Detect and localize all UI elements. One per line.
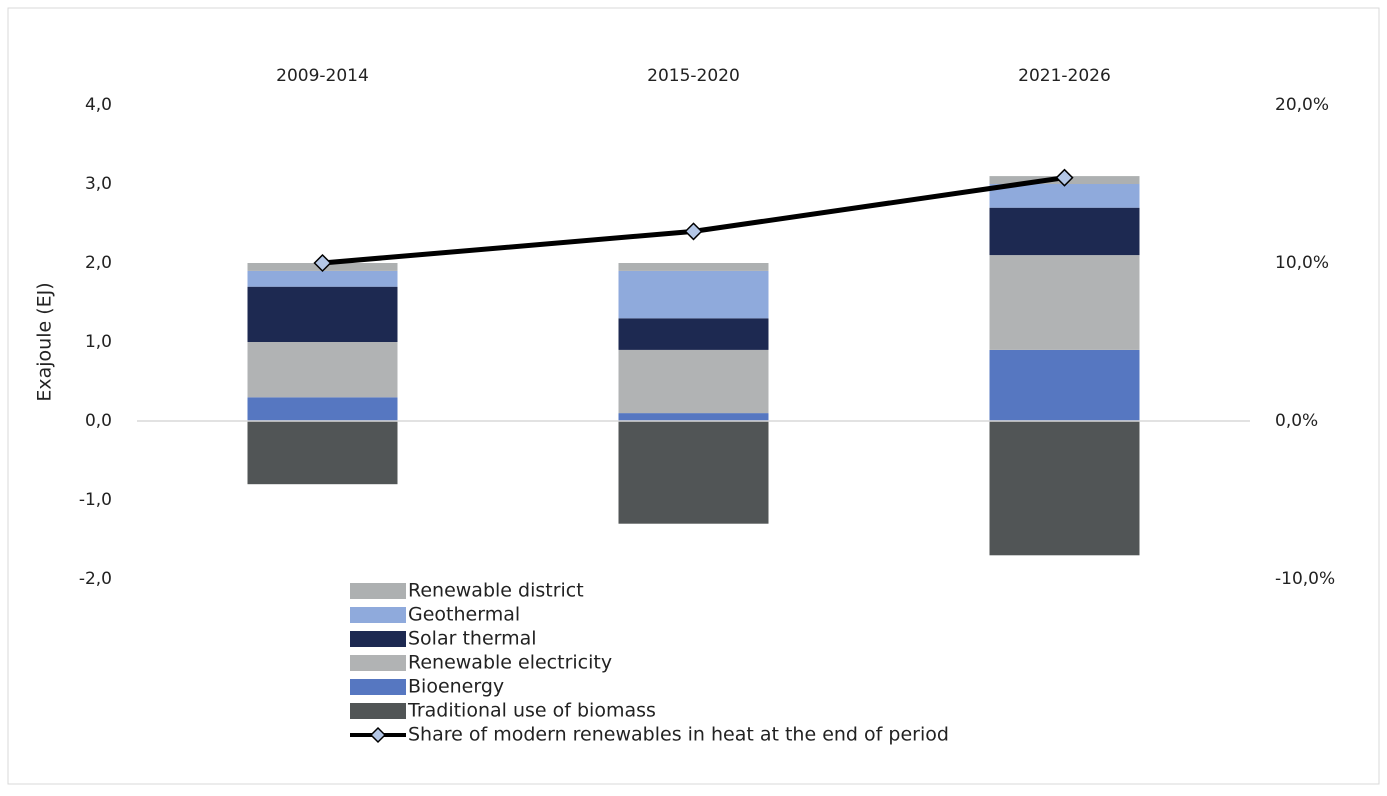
y-tick-label: -1,0 [79, 490, 112, 510]
line-marker [1055, 168, 1074, 187]
y-tick-label: 2,0 [85, 253, 112, 273]
bar-segment [989, 184, 1140, 208]
bar-segment [247, 270, 398, 287]
legend-label: Renewable district [408, 580, 584, 602]
y-tick-label: 1,0 [85, 332, 112, 352]
x-tick-label: 2021-2026 [1018, 66, 1111, 86]
bar-segment [247, 397, 398, 421]
bar-segment [989, 207, 1140, 256]
line-marker [684, 222, 703, 241]
y2-tick-label: 0,0% [1275, 411, 1318, 431]
legend-label: Bioenergy [408, 676, 504, 698]
bar-segment [618, 421, 769, 524]
legend-swatch [350, 607, 406, 623]
y-axis-title: Exajoule (EJ) [34, 282, 56, 401]
legend-label: Renewable electricity [408, 652, 612, 674]
y-tick-label: 0,0 [85, 411, 112, 431]
bar-segment [989, 421, 1140, 556]
legend-swatch [350, 703, 406, 719]
y-tick-label: 3,0 [85, 174, 112, 194]
y2-tick-label: 20,0% [1275, 95, 1329, 115]
legend-swatch [350, 655, 406, 671]
legend-label: Share of modern renewables in heat at th… [408, 724, 949, 746]
bar-segment [989, 255, 1140, 350]
x-tick-label: 2009-2014 [276, 66, 369, 86]
y2-tick-label: -10,0% [1275, 569, 1335, 589]
legend-label: Geothermal [408, 604, 520, 626]
y-tick-label: -2,0 [79, 569, 112, 589]
bar-segment [247, 286, 398, 342]
legend-marker [369, 726, 387, 744]
bar-segment [618, 413, 769, 421]
bar-segment [247, 342, 398, 398]
bar-segment [618, 270, 769, 319]
legend-label: Traditional use of biomass [407, 700, 656, 722]
y-tick-label: 4,0 [85, 95, 112, 115]
y2-tick-label: 10,0% [1275, 253, 1329, 273]
bar-segment [247, 421, 398, 485]
x-tick-label: 2015-2020 [647, 66, 740, 86]
legend-swatch [350, 679, 406, 695]
legend-swatch [350, 583, 406, 599]
legend-swatch [350, 631, 406, 647]
bar-segment [618, 349, 769, 414]
line-marker [313, 253, 332, 273]
bar-segment [989, 349, 1140, 421]
bar-segment [618, 263, 769, 271]
bar-segment [618, 318, 769, 350]
legend-label: Solar thermal [408, 628, 537, 650]
